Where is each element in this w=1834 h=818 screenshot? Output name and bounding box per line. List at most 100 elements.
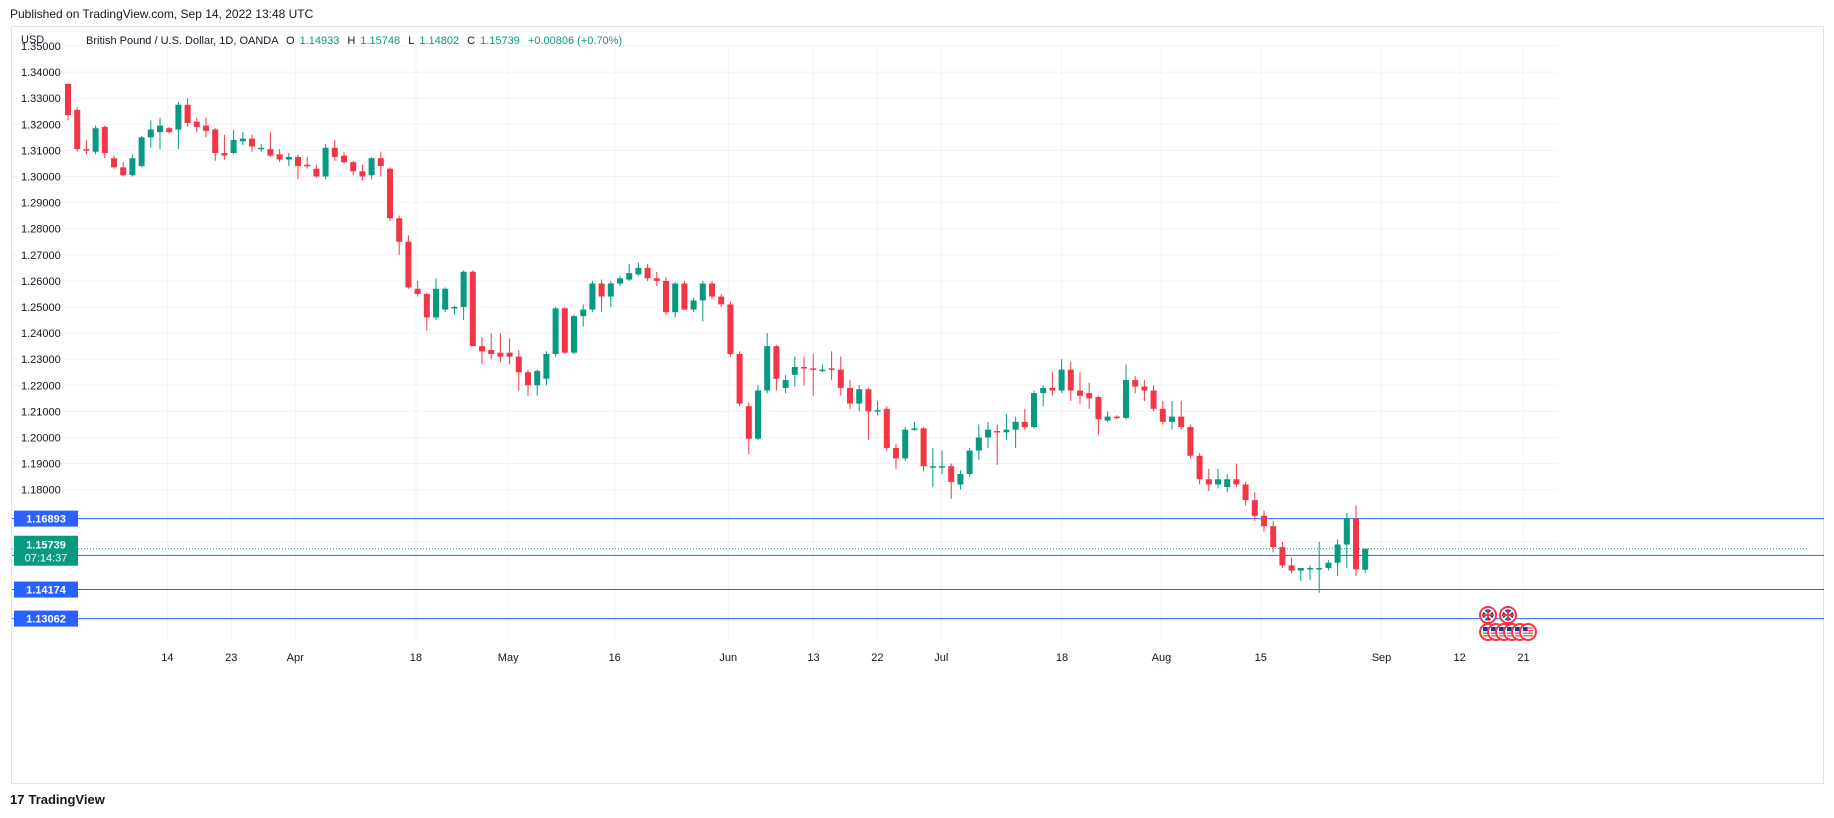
candle-body — [322, 147, 329, 177]
y-tick-label: 1.32000 — [21, 119, 61, 131]
candle — [893, 444, 899, 469]
candle — [1362, 548, 1369, 574]
candle — [193, 117, 200, 133]
candle — [902, 427, 909, 461]
candle-body — [1279, 547, 1286, 566]
candle — [433, 278, 439, 321]
candle — [83, 139, 90, 155]
candle-body — [1150, 390, 1157, 409]
candle — [506, 338, 513, 365]
candle — [423, 292, 430, 331]
candle-body — [341, 155, 347, 163]
candle-body — [709, 283, 715, 297]
candle — [276, 149, 283, 163]
y-tick-label: 1.24000 — [21, 328, 61, 340]
candle-body — [1196, 455, 1203, 480]
candle — [166, 126, 173, 134]
candle-body — [1251, 500, 1258, 516]
candle-body — [184, 104, 191, 123]
price-axis[interactable]: 1.35000 1.34000 1.33000 1.32000 1.31000 1.300… — [21, 41, 61, 549]
level-badge — [14, 581, 78, 598]
candle-body — [1141, 386, 1148, 391]
y-tick-label: 1.21000 — [21, 406, 61, 418]
candle — [111, 155, 117, 169]
candle-body — [1187, 427, 1194, 456]
candle — [699, 280, 706, 322]
tradingview-brand[interactable]: 17 TradingView — [10, 792, 105, 807]
candle-body — [414, 288, 421, 294]
flag-canton — [1491, 627, 1496, 631]
candle — [828, 351, 835, 381]
candle — [488, 333, 495, 360]
candle — [1040, 385, 1047, 407]
x-tick-label: 21 — [1517, 652, 1529, 664]
level-badge-label: 1.13062 — [26, 614, 66, 626]
candle — [184, 98, 191, 127]
candle-body — [644, 267, 651, 279]
y-tick-label: 1.18000 — [21, 485, 61, 497]
candle — [1297, 568, 1304, 582]
x-tick-label: Jun — [719, 652, 737, 664]
gb-flag-icon[interactable] — [1479, 606, 1497, 624]
candle — [359, 164, 366, 181]
candle-body — [92, 128, 99, 152]
candle — [1021, 408, 1028, 430]
candle-body — [874, 410, 881, 412]
chart-frame[interactable] — [11, 26, 1824, 784]
candle — [709, 280, 715, 300]
candle-body — [745, 406, 752, 439]
candle — [1077, 372, 1083, 404]
x-tick-label: 16 — [609, 652, 621, 664]
candle-body — [129, 158, 136, 176]
candle-body — [1077, 390, 1083, 396]
candle — [856, 385, 863, 412]
y-tick-label: 1.20000 — [21, 433, 61, 445]
candle-body — [819, 369, 826, 372]
candle-body — [515, 356, 522, 373]
economic-events[interactable] — [1479, 606, 1537, 641]
candle — [617, 275, 623, 287]
candle-body — [883, 408, 890, 448]
bar-countdown-label: 07:14:37 — [25, 553, 68, 565]
candle — [1261, 510, 1267, 532]
candle-body — [681, 283, 688, 310]
candle-body — [1316, 568, 1323, 570]
candle — [451, 305, 458, 315]
candle-body — [635, 267, 642, 275]
candle — [414, 280, 421, 297]
candle — [285, 153, 292, 167]
current-price-label: 1.15739 — [26, 540, 66, 552]
symbol-legend[interactable]: British Pound / U.S. Dollar, 1D, OANDA O… — [86, 35, 622, 47]
candle — [580, 304, 587, 327]
candle-body — [276, 154, 283, 160]
candle-body — [1159, 408, 1166, 422]
x-tick-label: 13 — [807, 652, 819, 664]
candle — [1224, 474, 1231, 493]
us-flag-icon[interactable] — [1519, 623, 1537, 641]
flag-canton — [1515, 627, 1520, 631]
candle-body — [773, 346, 780, 379]
candle-body — [1297, 568, 1304, 571]
candle-body — [837, 369, 844, 388]
y-tick-label: 1.33000 — [21, 93, 61, 105]
y-tick-label: 1.27000 — [21, 250, 61, 262]
candle — [313, 164, 320, 178]
time-axis[interactable]: 14 23 Apr 18 May 16 Jun 13 22 Jul 18 Aug 15 Sep 12 21 — [161, 652, 1529, 664]
candle-body — [1215, 479, 1221, 485]
candle-body — [396, 218, 403, 242]
candle-body — [313, 168, 320, 177]
candle-body — [810, 368, 817, 370]
close-value: 1.15739 — [480, 35, 520, 47]
gb-flag-icon[interactable] — [1499, 606, 1517, 624]
candle — [948, 463, 955, 499]
level-badge — [14, 510, 78, 527]
candle-body — [911, 428, 918, 430]
candle — [727, 301, 734, 357]
candle — [1316, 541, 1323, 593]
symbol-name[interactable]: British Pound / U.S. Dollar, 1D, OANDA — [86, 35, 278, 47]
candle-body — [1095, 397, 1102, 420]
candle-body — [1288, 565, 1295, 571]
current-price-badge — [14, 535, 78, 566]
candle — [479, 337, 485, 365]
